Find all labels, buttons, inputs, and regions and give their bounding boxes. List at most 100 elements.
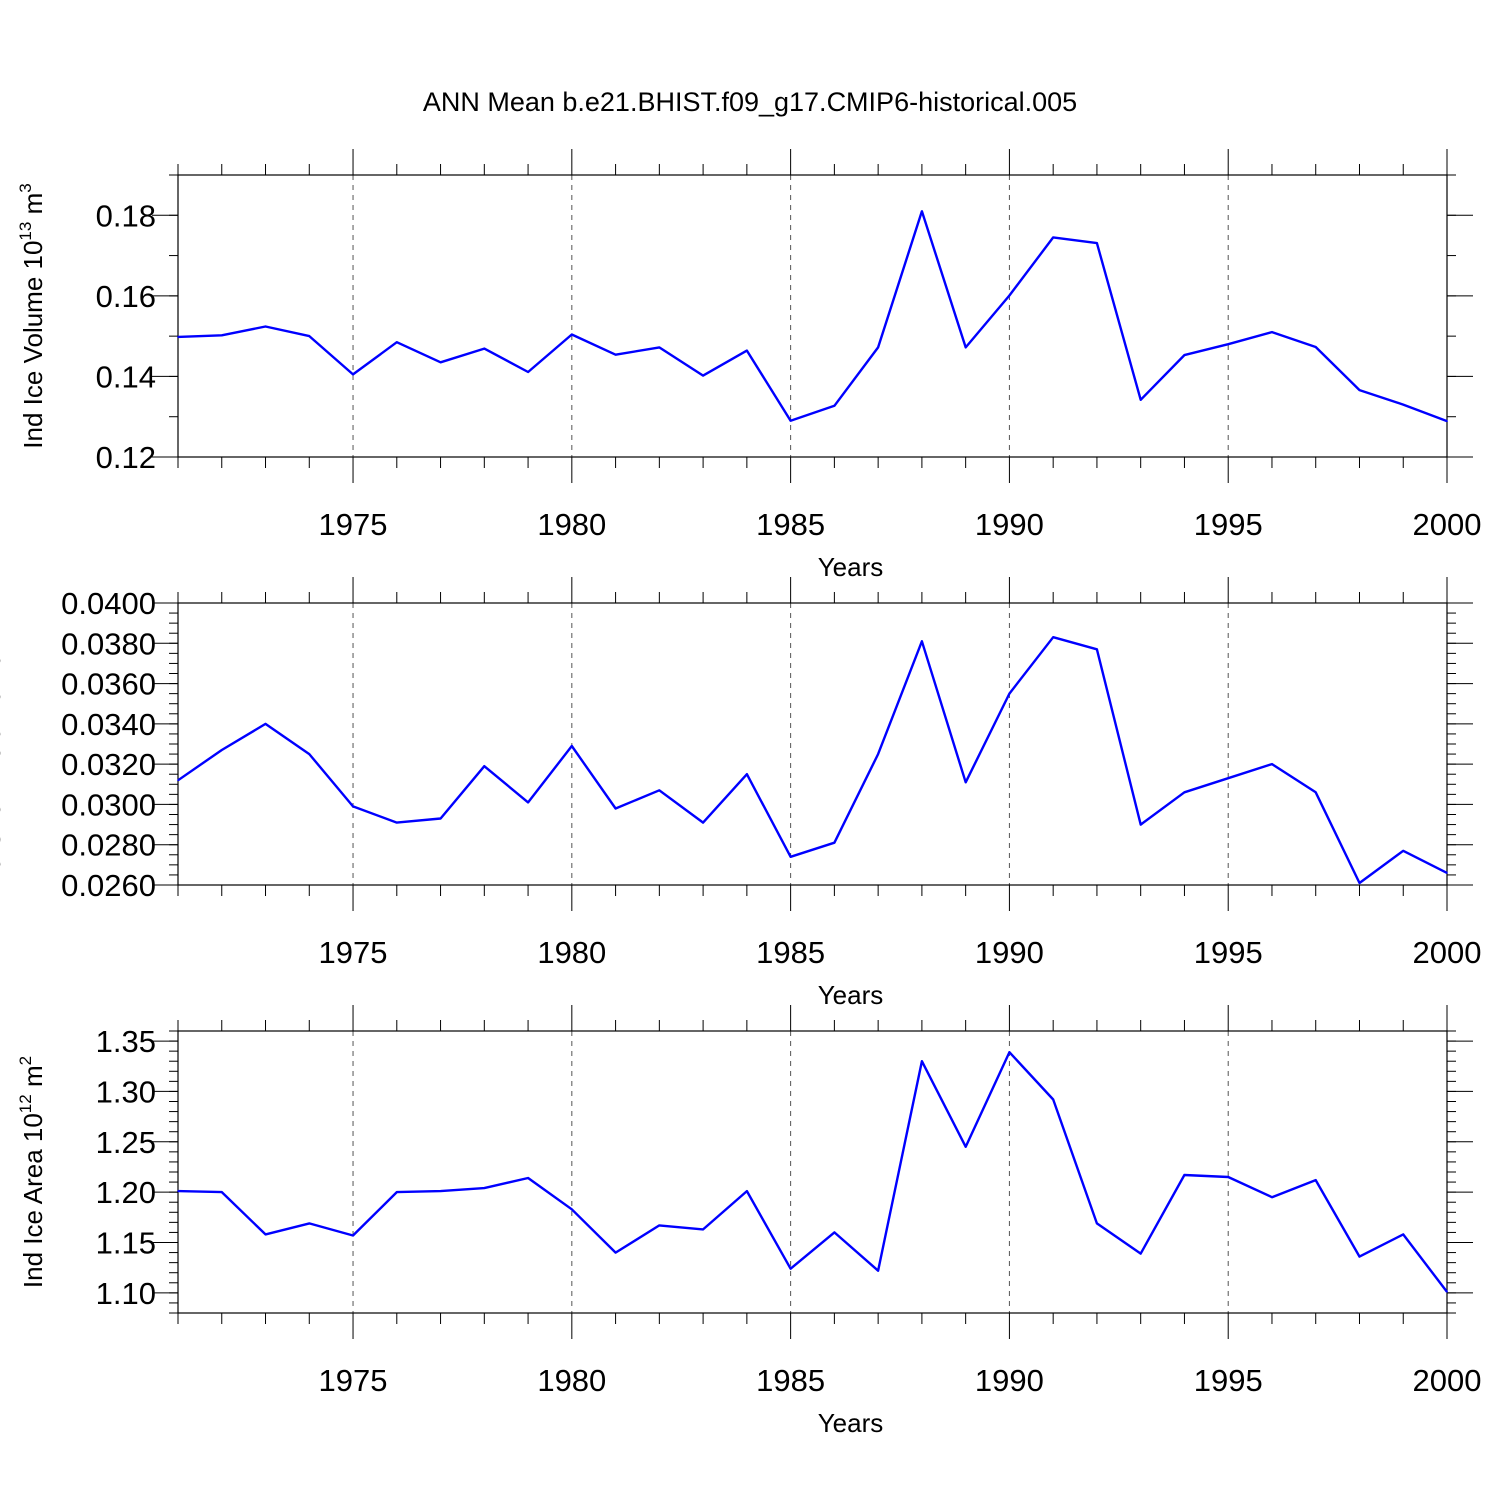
data-point — [308, 753, 311, 755]
data-point — [1096, 242, 1098, 244]
data-point — [1271, 331, 1273, 333]
data-point — [1008, 294, 1011, 297]
data-point — [1227, 343, 1230, 346]
data-point — [483, 347, 486, 350]
x-tick-label: 1980 — [537, 1363, 606, 1398]
data-point — [1314, 346, 1317, 348]
data-point — [658, 1224, 661, 1227]
data-point — [1446, 872, 1448, 874]
data-point — [833, 841, 836, 844]
data-point — [1446, 420, 1448, 422]
plot-frame — [177, 174, 1448, 458]
data-point — [177, 779, 179, 782]
data-point — [395, 1191, 398, 1193]
y-tick-label: 1.20 — [96, 1175, 156, 1210]
data-point — [1358, 389, 1361, 391]
data-point — [1008, 1051, 1011, 1053]
data-point — [527, 371, 529, 373]
x-tick-label: 1990 — [975, 935, 1044, 970]
data-point — [571, 333, 573, 336]
y-tick-label: 0.18 — [96, 198, 156, 233]
y-tick-label: 0.0340 — [61, 707, 156, 742]
data-point — [177, 336, 179, 338]
data-point — [1358, 1255, 1361, 1258]
data-point — [395, 341, 398, 343]
data-point — [1183, 1174, 1186, 1176]
y-tick-label: 0.0400 — [61, 586, 156, 621]
x-axis-title: Years — [818, 552, 884, 582]
y-tick-label: 0.0280 — [61, 828, 156, 863]
data-point — [658, 346, 661, 349]
panel-3: 1.10 1.15 1.20 1.25 1.30 1.35 1975 1980 1985 1990… — [16, 1005, 1481, 1438]
data-point — [789, 856, 792, 858]
x-tick-label: 1975 — [319, 507, 388, 542]
series-line — [177, 210, 1448, 423]
data-point — [1402, 849, 1405, 852]
data-point — [1314, 791, 1317, 794]
data-point — [614, 1251, 617, 1254]
data-point — [1096, 648, 1098, 651]
x-tick-label: 1985 — [756, 935, 825, 970]
panel-1: 0.12 0.14 0.16 0.18 1975 1980 1985 1990 1995 2000… — [16, 149, 1481, 582]
data-point — [483, 1187, 486, 1189]
series-line — [177, 1050, 1448, 1293]
data-point — [964, 781, 967, 784]
data-point — [220, 1191, 223, 1193]
data-point — [833, 405, 836, 407]
data-point — [439, 1190, 442, 1192]
data-point — [1402, 1233, 1405, 1236]
y-tick-label: 1.10 — [96, 1276, 156, 1311]
data-point — [1096, 1222, 1098, 1225]
y-tick-label: 0.0380 — [61, 626, 156, 661]
series-line — [177, 636, 1448, 885]
data-point — [877, 1269, 879, 1272]
data-point — [702, 374, 704, 377]
data-point — [1358, 882, 1361, 884]
data-point — [1446, 1291, 1448, 1293]
data-point — [308, 335, 311, 337]
y-tick-label: 0.0320 — [61, 747, 156, 782]
y-tick-label: 0.0300 — [61, 787, 156, 822]
data-point — [833, 1231, 836, 1234]
data-point — [1139, 398, 1142, 401]
y-tick-label: 0.0360 — [61, 667, 156, 702]
data-point — [1052, 236, 1054, 239]
x-tick-label: 1980 — [537, 507, 606, 542]
panel-2: 0.0260 0.0280 0.0300 0.0320 0.0340 0.0360 0.03… — [0, 577, 1481, 1010]
y-tick-label: 0.0260 — [61, 868, 156, 903]
data-point — [352, 805, 354, 808]
data-point — [264, 1233, 267, 1236]
data-point — [1271, 1196, 1273, 1198]
x-axis-title: Years — [818, 1408, 884, 1438]
data-point — [1314, 1179, 1317, 1181]
data-point — [658, 789, 661, 792]
data-point — [1008, 692, 1011, 695]
data-point — [571, 1208, 573, 1211]
data-point — [877, 346, 879, 349]
data-point — [877, 753, 879, 755]
x-tick-label: 1990 — [975, 1363, 1044, 1398]
data-point — [220, 749, 223, 751]
data-point — [1052, 1098, 1054, 1101]
plot-frame — [177, 1030, 1448, 1314]
data-point — [1139, 1252, 1142, 1255]
x-tick-label: 1995 — [1194, 935, 1263, 970]
data-point — [264, 325, 267, 328]
data-point — [1227, 777, 1230, 780]
y-tick-label: 1.25 — [96, 1125, 156, 1160]
data-point — [1227, 1176, 1230, 1178]
x-tick-label: 1985 — [756, 507, 825, 542]
y-tick-label: 0.14 — [96, 359, 156, 394]
y-tick-label: 0.12 — [96, 440, 156, 475]
data-point — [439, 361, 442, 364]
data-point — [1402, 403, 1405, 406]
data-point — [308, 1222, 311, 1225]
y-tick-label: 1.35 — [96, 1024, 156, 1059]
data-point — [702, 1228, 704, 1231]
data-point — [527, 1177, 529, 1179]
data-point — [1183, 791, 1186, 794]
y-axis-title: Ind Ice Volume 1013 m3 — [16, 183, 48, 448]
data-point — [746, 1190, 748, 1192]
y-tick-label: 0.16 — [96, 279, 156, 314]
